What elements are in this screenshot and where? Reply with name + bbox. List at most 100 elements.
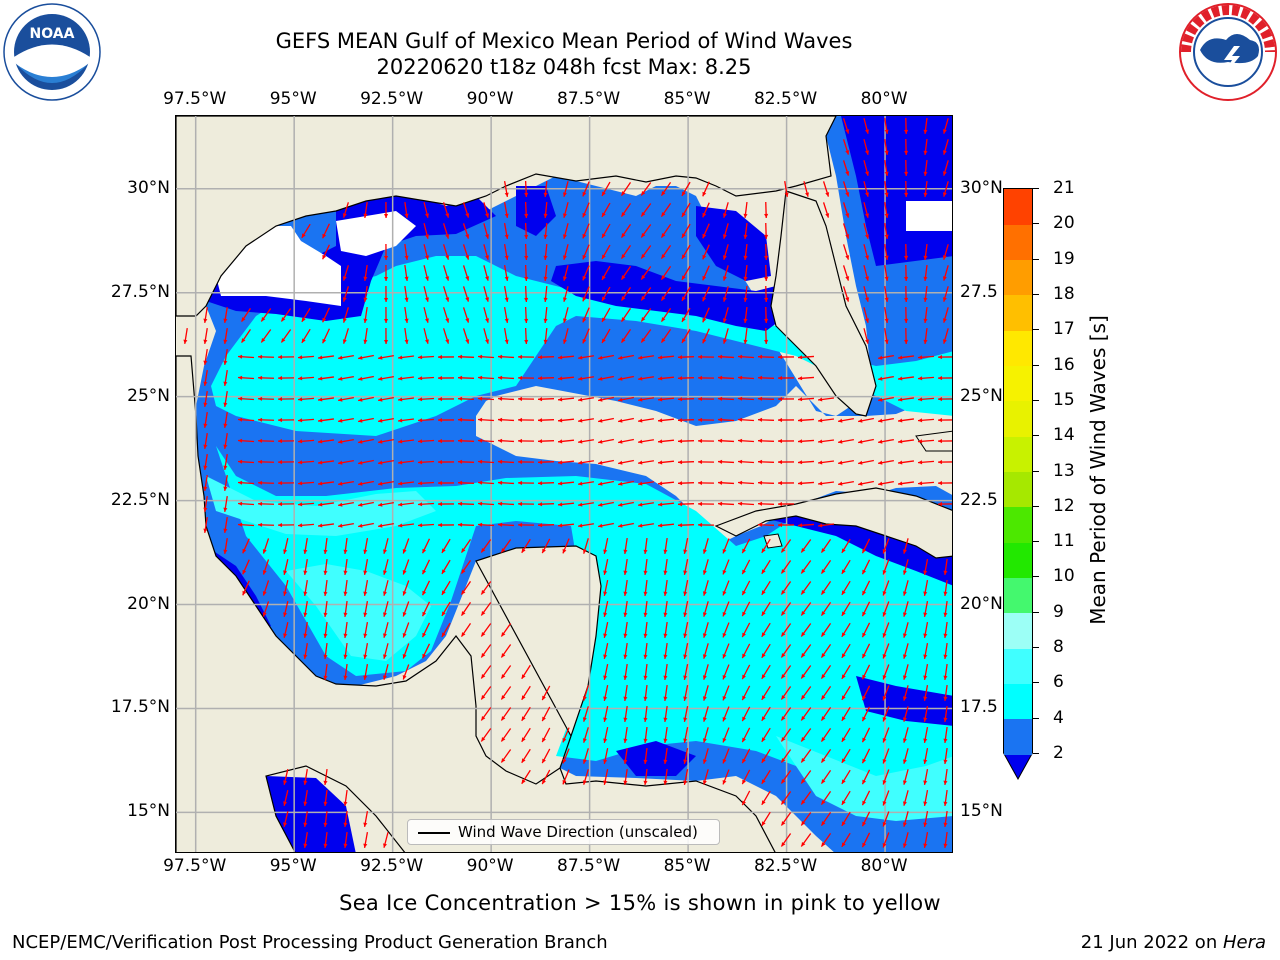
wind-arrow [697, 375, 715, 380]
wind-arrow [820, 560, 832, 574]
colorbar-tick-mark [1033, 223, 1039, 225]
wind-arrow [643, 726, 648, 744]
wind-arrow [383, 327, 389, 345]
wind-arrow [543, 264, 548, 282]
colorbar-band [1004, 330, 1032, 367]
wind-arrow [383, 306, 389, 324]
wind-arrow [383, 601, 389, 617]
wind-arrow [383, 264, 389, 282]
wind-arrow [863, 328, 869, 344]
wind-arrow [537, 523, 555, 528]
wind-arrow [663, 705, 668, 723]
wind-arrow [480, 602, 492, 616]
wind-arrow [603, 727, 609, 743]
colorbar-band [1004, 506, 1032, 543]
wind-arrow [640, 224, 652, 238]
wind-arrow [640, 287, 652, 301]
wind-arrow [780, 602, 792, 616]
wind-arrow [741, 790, 751, 806]
wind-arrow [943, 810, 948, 828]
wind-arrow [262, 580, 270, 596]
wind-arrow [577, 376, 595, 381]
lon-tick-label-bottom: 97.5°W [163, 856, 227, 876]
wind-arrow [878, 459, 894, 465]
wind-arrow [277, 460, 295, 465]
wind-arrow [338, 375, 354, 381]
wind-arrow [503, 307, 509, 323]
wind-arrow [297, 376, 315, 381]
wind-arrow [764, 222, 769, 240]
wind-arrow [500, 539, 512, 553]
wind-arrow [861, 685, 871, 701]
wind-arrow [402, 580, 410, 596]
wind-arrow [780, 623, 792, 637]
wind-arrow [923, 748, 929, 764]
wind-arrow [417, 481, 435, 486]
wind-arrow [780, 812, 792, 826]
wind-arrow [741, 769, 751, 785]
colorbar-band [1004, 436, 1032, 472]
wind-arrow [358, 375, 374, 381]
colorbar-tick-label: 14 [1053, 425, 1075, 446]
wind-arrow [800, 644, 812, 658]
wind-arrow [297, 523, 315, 528]
wind-arrow [477, 396, 495, 401]
wind-arrow [722, 265, 729, 281]
colorbar [1003, 188, 1033, 755]
footer-host: Hera [1222, 932, 1266, 953]
wind-arrow [623, 705, 628, 723]
wind-arrow [943, 705, 948, 723]
wind-arrow [437, 501, 455, 507]
wind-arrow [923, 264, 928, 282]
colorbar-tick-label: 4 [1053, 707, 1064, 728]
wind-arrow [363, 622, 369, 638]
wind-arrow [623, 747, 628, 765]
wind-arrow [423, 202, 429, 218]
wind-arrow [882, 664, 890, 680]
wind-arrow [242, 559, 250, 575]
wind-arrow [761, 727, 771, 743]
wind-arrow [582, 223, 590, 239]
wind-arrow [317, 355, 335, 360]
wind-arrow [863, 286, 869, 302]
wind-arrow [383, 243, 389, 261]
wind-arrow [460, 581, 472, 595]
wind-arrow [861, 748, 871, 764]
colorbar-band [1004, 612, 1032, 649]
wind-arrow [800, 581, 812, 595]
wind-arrow [623, 663, 628, 681]
colorbar-tick-mark [1033, 435, 1039, 437]
wind-arrow [902, 790, 909, 806]
colorbar-band [1004, 189, 1032, 225]
wind-arrow [637, 397, 655, 402]
wind-arrow [943, 768, 948, 786]
lat-tick-label-right: 27.5 [960, 281, 998, 302]
wind-arrow [442, 223, 450, 239]
wind-arrow [942, 181, 949, 197]
wind-arrow [722, 538, 730, 554]
wind-arrow [904, 306, 909, 324]
wind-arrow [603, 622, 609, 638]
wind-arrow [937, 355, 952, 360]
wind-arrow [404, 306, 409, 324]
wind-arrow [797, 418, 815, 423]
wind-arrow [257, 375, 275, 380]
wind-arrow [521, 664, 531, 680]
wind-arrow [457, 417, 475, 422]
wind-arrow [203, 327, 208, 345]
wind-arrow [657, 523, 675, 528]
wind-arrow [517, 501, 535, 506]
wind-arrow [897, 439, 915, 444]
colorbar-under-arrow [1003, 752, 1033, 780]
wind-arrow [500, 707, 512, 721]
wind-arrow [858, 459, 874, 465]
wind-arrow [861, 622, 871, 638]
wind-arrow [717, 354, 735, 359]
wind-arrow [462, 307, 470, 323]
colorbar-tick-mark [1033, 682, 1039, 684]
wind-arrow [577, 460, 595, 465]
wind-arrow [777, 438, 795, 444]
colorbar-tick-label: 10 [1053, 566, 1075, 587]
wind-arrow [598, 396, 614, 402]
wind-arrow [800, 560, 812, 574]
